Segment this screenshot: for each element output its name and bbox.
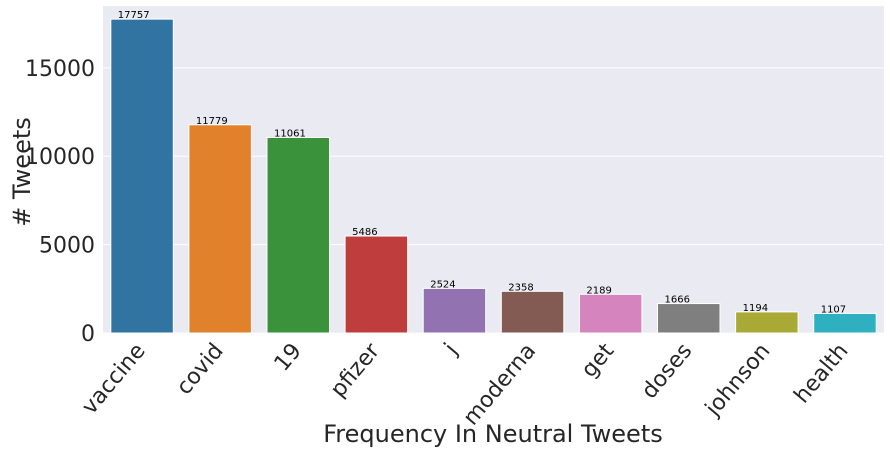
bar-vaccine — [110, 18, 174, 334]
y-axis-title: # Tweets — [8, 117, 36, 227]
bars — [110, 18, 877, 334]
bar-value-label: 11779 — [196, 116, 228, 127]
x-tick-label: covid — [172, 339, 229, 400]
x-tick-label: pfizer — [326, 338, 386, 402]
y-axis-ticks: 0 5000 10000 15000 — [25, 57, 95, 347]
x-tick-label: moderna — [459, 339, 541, 431]
bar-value-label: 2358 — [508, 282, 533, 293]
y-tick-label: 5000 — [39, 234, 95, 259]
x-tick-label: johnson — [700, 339, 775, 422]
bar-value-label: 1194 — [743, 303, 768, 314]
y-tick-label: 10000 — [25, 145, 95, 170]
bar-get — [578, 293, 643, 334]
bar-pfizer — [344, 235, 409, 334]
bar-value-label: 17757 — [118, 10, 150, 21]
x-axis-title: Frequency In Neutral Tweets — [323, 420, 663, 448]
y-tick-label: 15000 — [25, 57, 95, 82]
bar-value-label: 2189 — [586, 285, 611, 296]
bar-value-label: 5486 — [352, 227, 377, 238]
x-tick-label: j — [439, 339, 463, 361]
bar-j — [422, 287, 487, 334]
bar-value-label: 2524 — [430, 279, 455, 290]
x-tick-label: get — [577, 339, 620, 383]
y-tick-label: 0 — [81, 322, 95, 347]
x-tick-label: vaccine — [77, 339, 150, 420]
bar-health — [813, 312, 877, 334]
x-tick-label: 19 — [270, 339, 307, 377]
x-tick-label: doses — [637, 339, 697, 404]
bar-covid — [188, 124, 252, 334]
bar-doses — [657, 303, 721, 334]
bar-value-label: 1107 — [821, 304, 846, 315]
x-tick-label: health — [790, 339, 854, 408]
bar-value-label: 1666 — [665, 295, 690, 306]
bar-value-label: 11061 — [274, 128, 306, 139]
bar-value-labels: 17757 11779 11061 5486 2524 2358 2189 1666 1194 1… — [118, 10, 846, 315]
bar-moderna — [500, 290, 565, 334]
bar-19 — [266, 136, 330, 334]
bar-johnson — [735, 311, 799, 334]
